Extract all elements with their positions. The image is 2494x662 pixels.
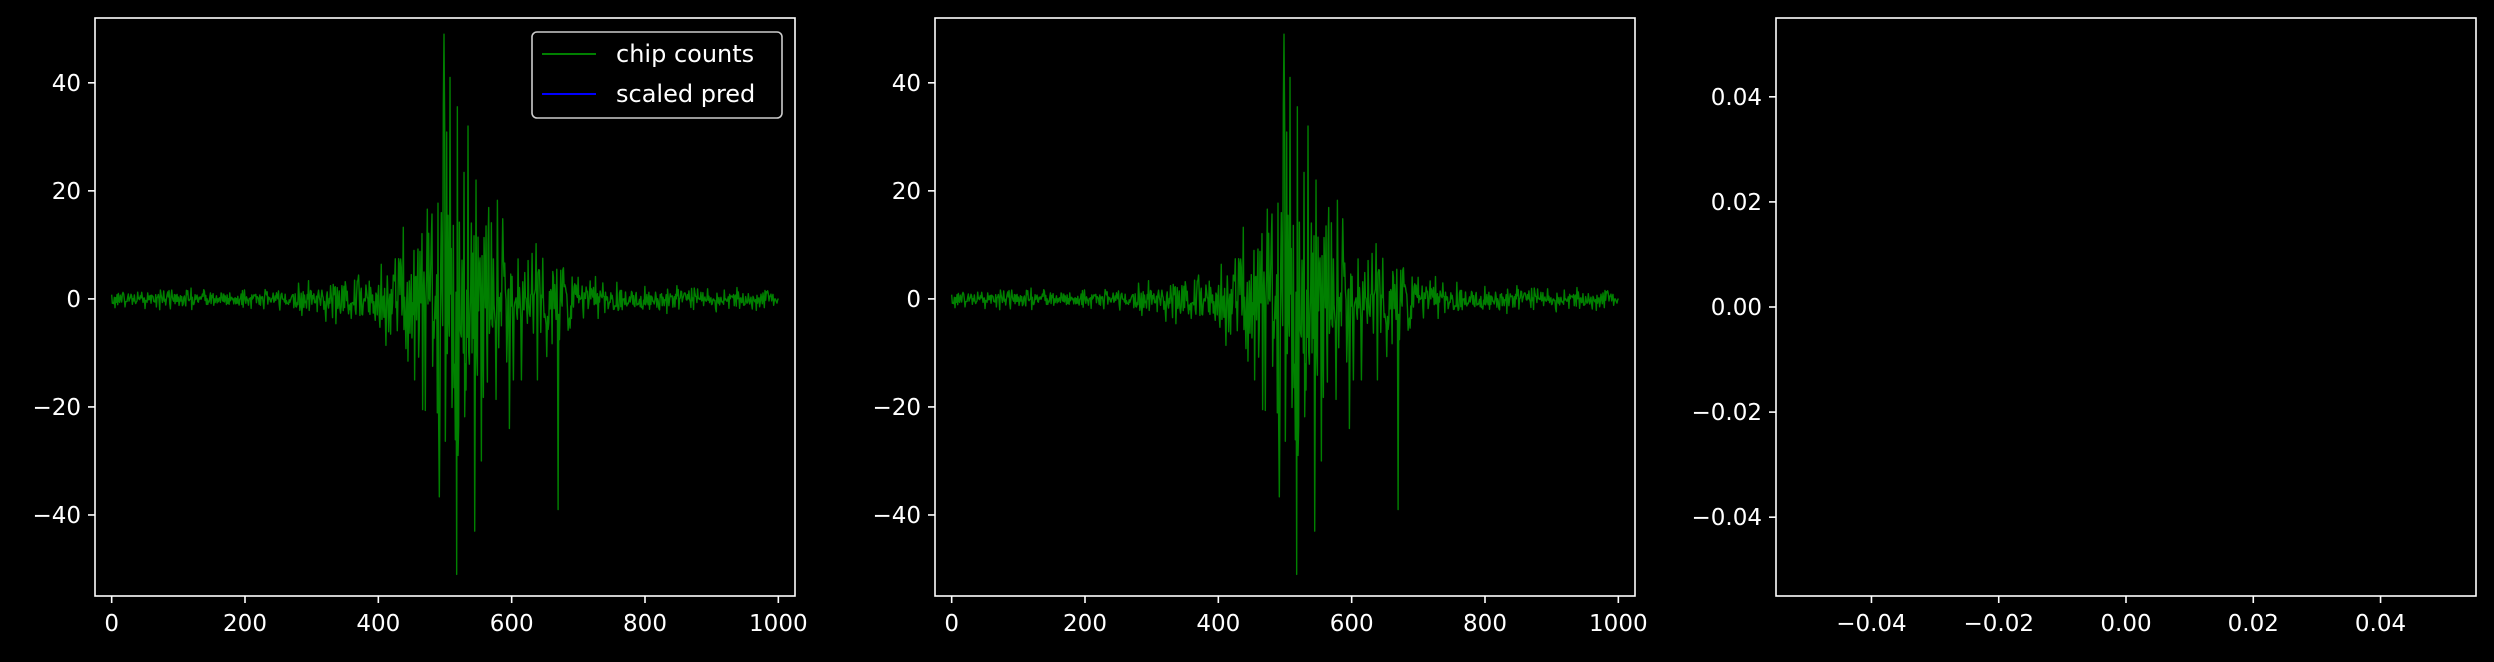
x-tick-label: 0 — [104, 611, 119, 637]
legend: chip counts scaled pred — [531, 31, 783, 119]
chart-panel-3: −0.04 −0.02 0.00 0.02 0.04 −0.04 −0.02 0.00 0.02… — [1692, 17, 2477, 637]
y-tick-label: −20 — [872, 395, 921, 421]
x-tick-label: 0.04 — [2355, 611, 2406, 637]
y-tick-label: −40 — [872, 503, 921, 529]
y-tick-label: 0.04 — [1711, 85, 1762, 111]
y-tick-label: 0 — [906, 287, 921, 313]
x-tick-label: 0.02 — [2228, 611, 2279, 637]
x-tick-label: 0.00 — [2100, 611, 2151, 637]
x-tick-label: 1000 — [749, 611, 808, 637]
y-tick-label: −40 — [32, 503, 81, 529]
x-tick-label: 600 — [1330, 611, 1374, 637]
series-line-series-1 — [950, 33, 1619, 576]
y-tick-label: 20 — [892, 179, 921, 205]
x-tick-label: 600 — [490, 611, 534, 637]
x-tick-label: −0.04 — [1836, 611, 1906, 637]
y-tick-label: 0.00 — [1711, 295, 1762, 321]
x-tick-label: 1000 — [1589, 611, 1648, 637]
series-line-chip-counts — [110, 33, 779, 576]
x-tick-label: 800 — [1463, 611, 1507, 637]
plot-area — [1776, 18, 2476, 596]
x-tick-label: 800 — [623, 611, 667, 637]
y-tick-label: −0.02 — [1692, 400, 1762, 426]
x-tick-label: 200 — [223, 611, 267, 637]
y-tick-label: 0 — [66, 287, 81, 313]
x-tick-label: 0 — [944, 611, 959, 637]
y-tick-label: −20 — [32, 395, 81, 421]
axes-frame — [934, 17, 1636, 597]
y-tick-label: 0.02 — [1711, 190, 1762, 216]
axes-frame — [94, 17, 796, 597]
x-tick-label: 400 — [356, 611, 400, 637]
legend-label-chip-counts: chip counts — [616, 40, 754, 68]
y-tick-label: −0.04 — [1692, 505, 1762, 531]
chart-panel-2: 0 200 400 600 800 1000 −40 −20 0 20 40 — [872, 17, 1648, 637]
y-tick-label: 40 — [52, 71, 81, 97]
x-tick-label: −0.02 — [1963, 611, 2033, 637]
x-tick-label: 200 — [1063, 611, 1107, 637]
x-tick-label: 400 — [1196, 611, 1240, 637]
y-tick-label: 20 — [52, 179, 81, 205]
y-tick-label: 40 — [892, 71, 921, 97]
legend-label-scaled-pred: scaled pred — [616, 80, 755, 108]
